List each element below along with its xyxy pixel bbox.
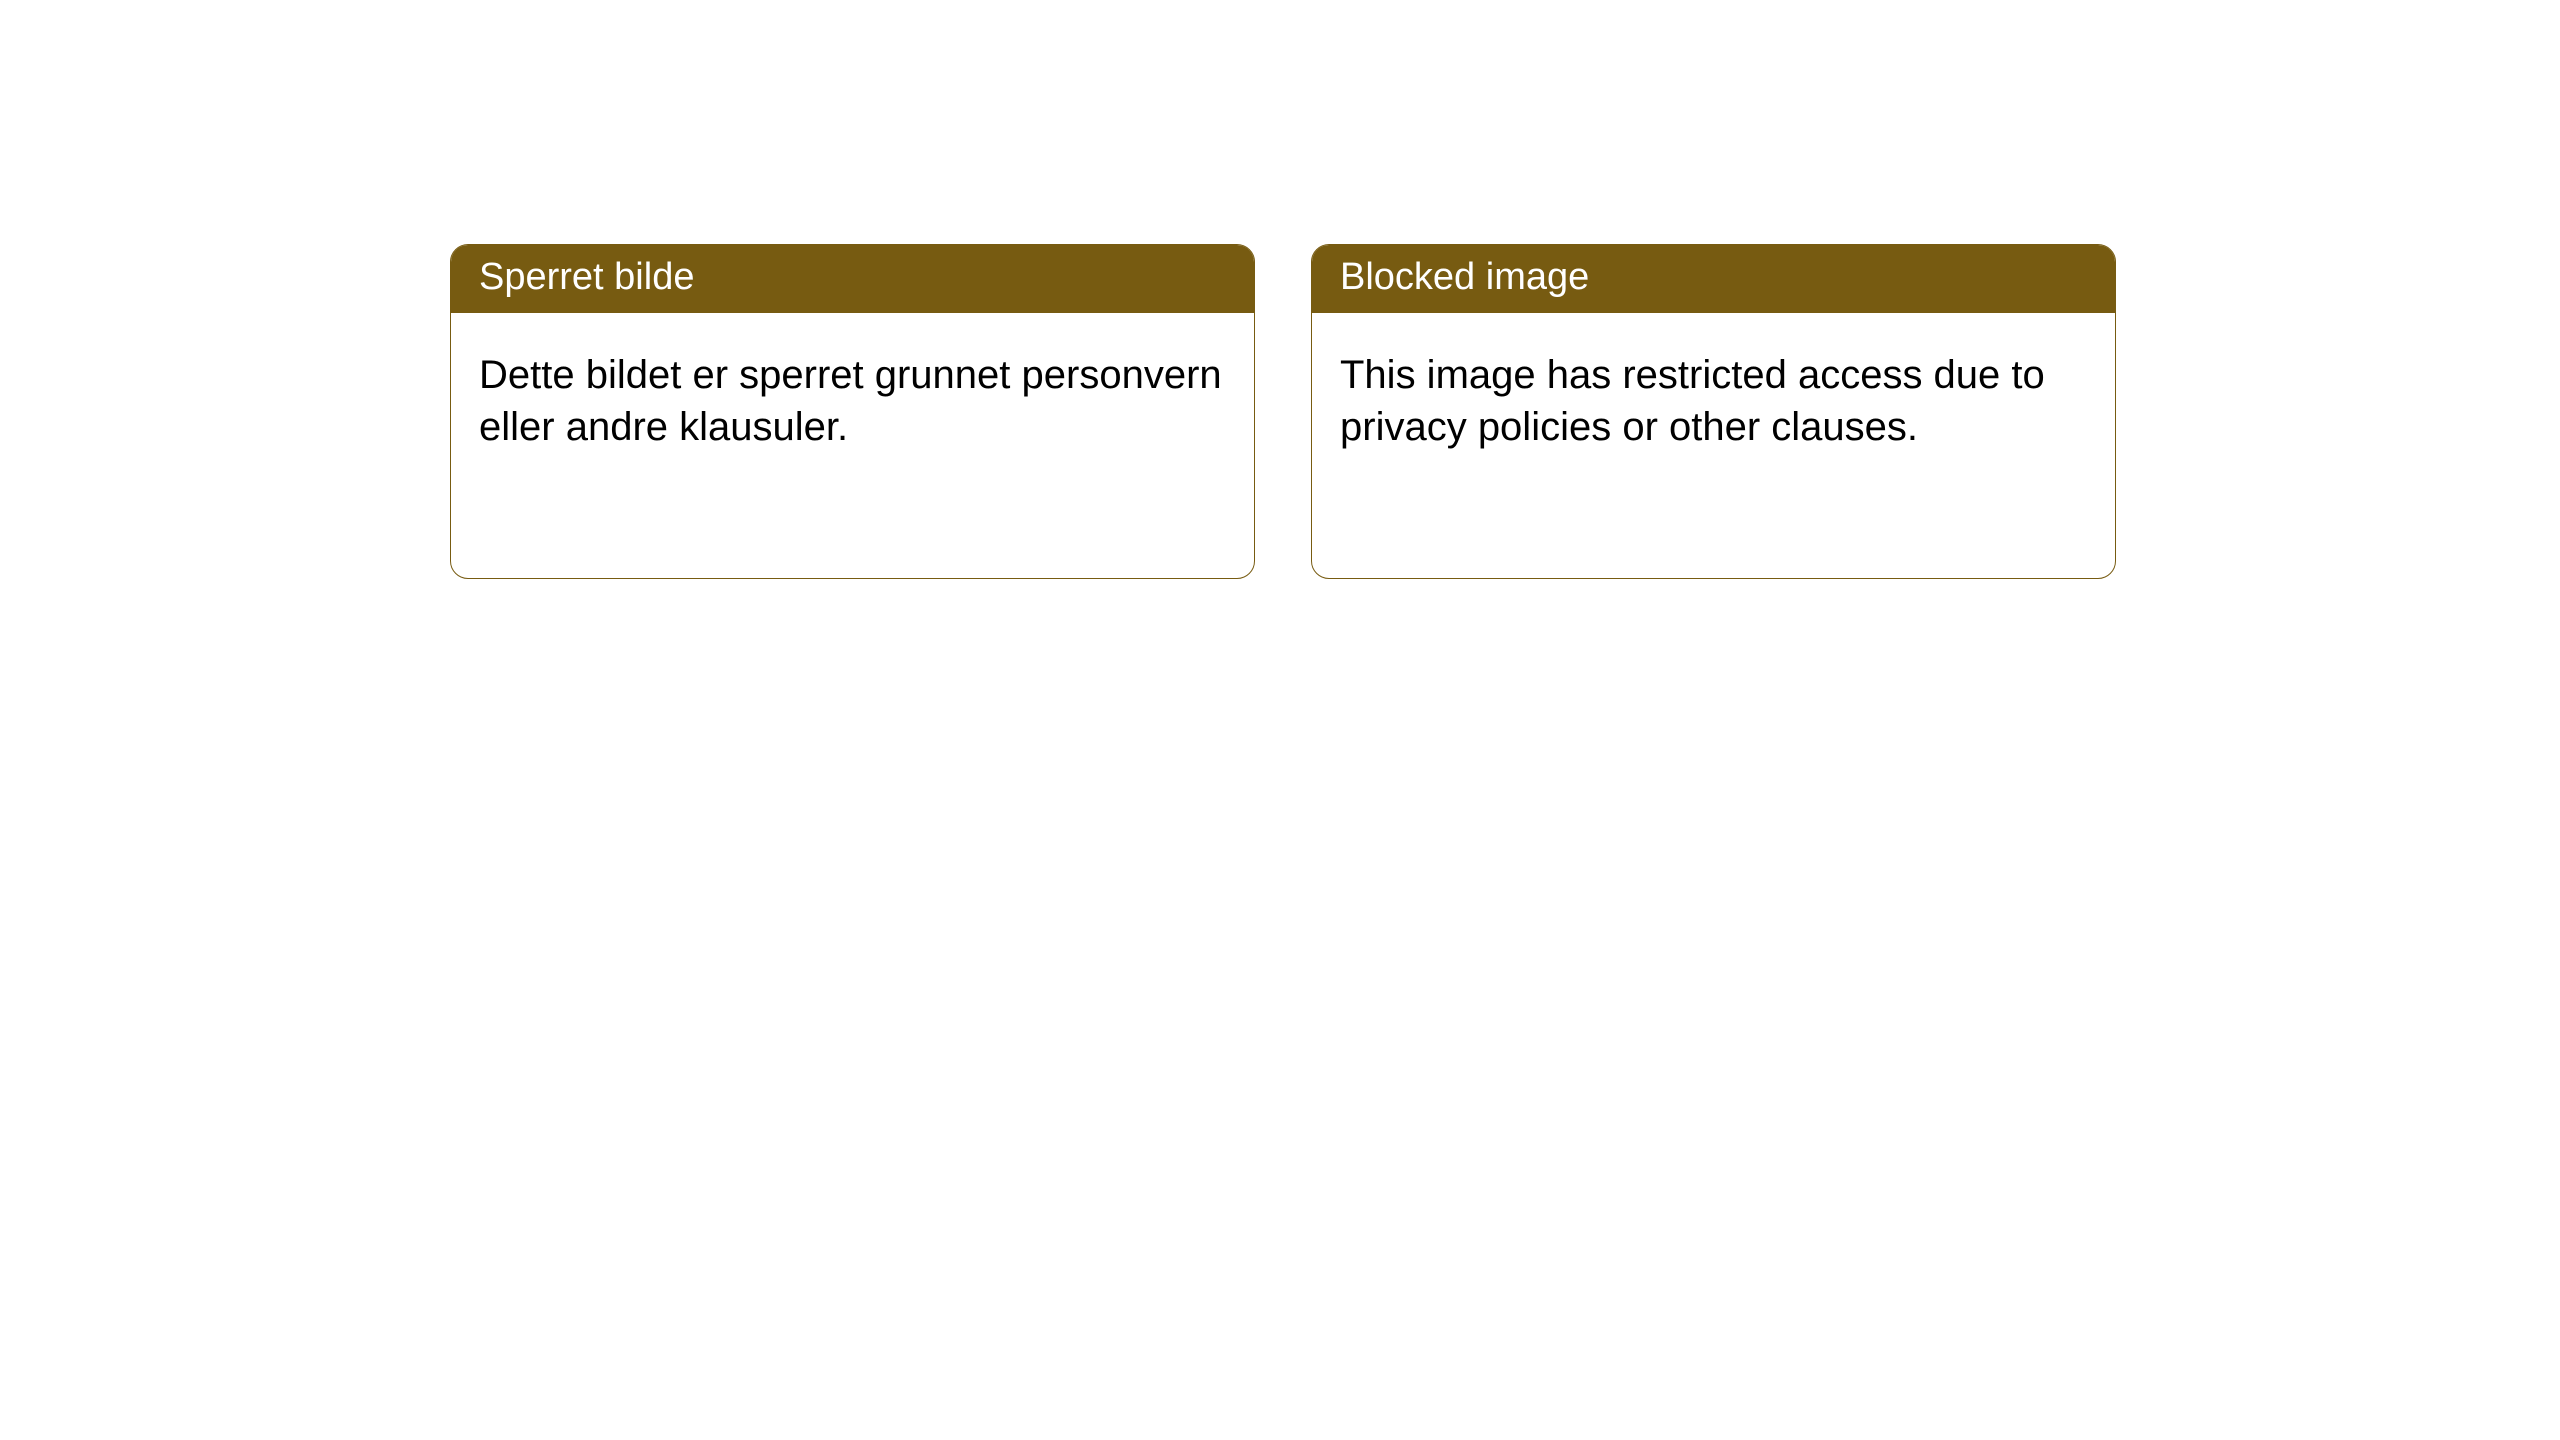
notice-header: Sperret bilde	[451, 245, 1254, 313]
notice-card-norwegian: Sperret bilde Dette bildet er sperret gr…	[450, 244, 1255, 579]
notice-card-english: Blocked image This image has restricted …	[1311, 244, 2116, 579]
notice-body: Dette bildet er sperret grunnet personve…	[451, 313, 1254, 453]
notice-body: This image has restricted access due to …	[1312, 313, 2115, 453]
notice-container: Sperret bilde Dette bildet er sperret gr…	[0, 0, 2560, 579]
notice-header: Blocked image	[1312, 245, 2115, 313]
